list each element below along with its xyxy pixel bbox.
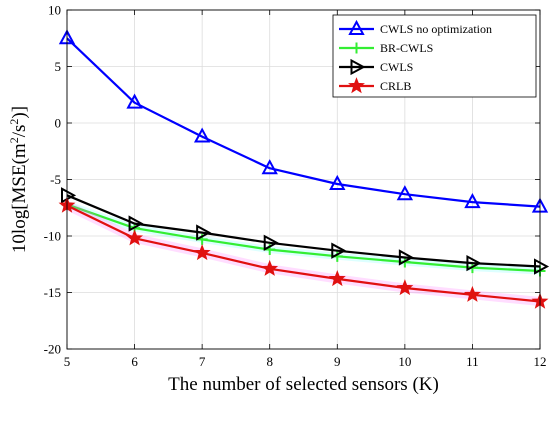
data-point [261, 259, 279, 276]
data-point [193, 243, 211, 261]
data-point [126, 229, 144, 246]
x-tick-label: 5 [64, 354, 71, 369]
data-point [126, 93, 143, 109]
legend-entry: CRLB [339, 77, 411, 94]
data-point [463, 285, 481, 302]
y-axis-title-part: /s [9, 125, 30, 138]
y-tick-label: -15 [44, 285, 61, 300]
x-tick-label: 11 [466, 354, 479, 369]
series-cwls [61, 187, 550, 275]
data-point [398, 249, 414, 266]
legend-entry: CWLS [339, 58, 413, 76]
x-tick-label: 12 [534, 354, 547, 369]
legend-label: CWLS no optimization [380, 22, 492, 36]
legend-label: CWLS [380, 60, 413, 74]
y-axis-title-part: )] [9, 106, 30, 119]
data-point [128, 215, 144, 232]
x-tick-label: 8 [266, 354, 273, 369]
series-line [66, 194, 541, 268]
series-line [66, 37, 541, 208]
data-point [396, 279, 414, 296]
y-axis-title-sup: 2 [7, 119, 21, 125]
y-axis-title-sup: 2 [7, 137, 21, 143]
y-tick-label: -10 [44, 229, 61, 244]
y-tick-label: 0 [55, 116, 62, 131]
legend: CWLS no optimization BR-CWLS CWLS CRLB [332, 14, 537, 98]
y-axis-ticks: -20 -15 -10 -5 0 5 10 [44, 3, 540, 357]
series-line [66, 204, 541, 303]
data-point [329, 174, 346, 191]
legend-marker [348, 77, 365, 94]
legend-label: CRLB [380, 79, 411, 93]
x-tick-label: 10 [398, 354, 411, 369]
legend-marker [350, 58, 366, 76]
y-axis-title: 10log[MSE(m2/s2)] [7, 106, 30, 253]
y-tick-label: 5 [55, 59, 62, 74]
legend-entry: BR-CWLS [339, 41, 433, 55]
data-point [263, 234, 279, 251]
y-tick-label: -5 [50, 172, 61, 187]
data-point [61, 187, 77, 204]
data-point [193, 127, 211, 143]
legend-marker [351, 42, 362, 54]
x-tick-label: 9 [334, 354, 341, 369]
y-axis-title-part: 10log[MSE(m [9, 143, 30, 253]
data-point [464, 193, 481, 209]
data-point [466, 254, 482, 272]
data-point [261, 159, 278, 175]
data-point [396, 185, 414, 201]
x-axis-title: The number of selected sensors (K) [168, 374, 439, 395]
y-tick-label: 10 [48, 3, 61, 18]
data-point [331, 242, 347, 259]
legend-entry: CWLS no optimization [339, 19, 492, 36]
x-tick-label: 6 [131, 354, 138, 369]
series-layer [58, 29, 550, 309]
x-tick-label: 7 [199, 354, 206, 369]
data-point [196, 224, 212, 241]
data-point [328, 269, 346, 287]
series-line [66, 203, 541, 273]
y-tick-label: -20 [44, 342, 61, 357]
legend-marker [348, 19, 365, 35]
legend-items: CWLS no optimization BR-CWLS CWLS CRLB [339, 19, 492, 94]
legend-label: BR-CWLS [380, 41, 433, 55]
plot-frame [66, 9, 541, 350]
data-point [534, 258, 550, 275]
